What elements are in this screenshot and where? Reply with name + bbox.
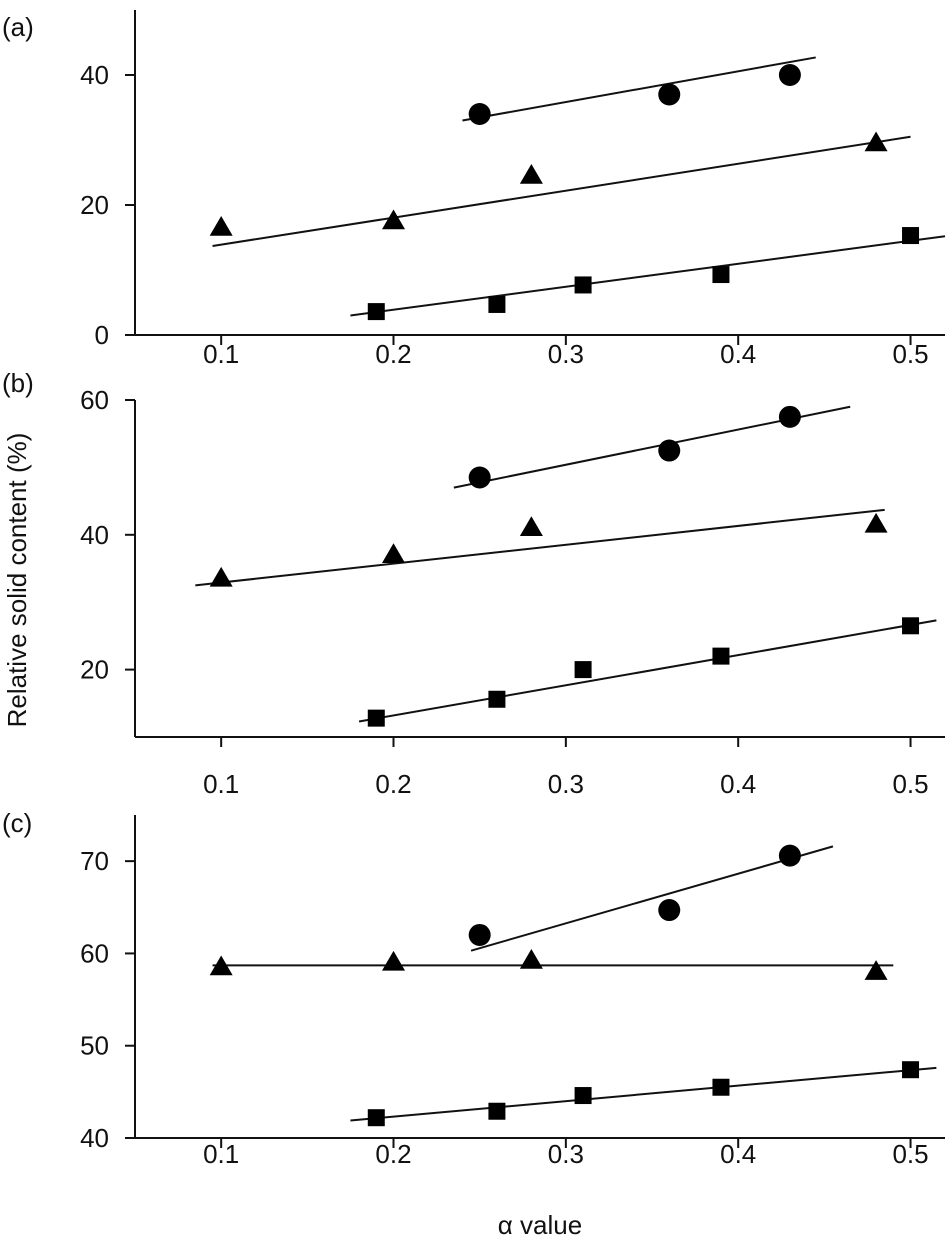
y-tick-label: 20 (80, 190, 109, 220)
y-tick-label: 50 (80, 1031, 109, 1061)
square-point (574, 276, 592, 294)
circle-point (778, 844, 801, 867)
circle-point (658, 899, 681, 922)
square-point (367, 303, 385, 321)
circle-point (658, 439, 681, 462)
square-point (902, 227, 920, 245)
x-tick-label: 0.4 (720, 1139, 756, 1169)
circle-point (468, 923, 491, 946)
square-fit-line (350, 235, 946, 317)
x-tick-label: 0.2 (375, 1139, 411, 1169)
x-tick-label: 0.4 (720, 769, 756, 799)
triangle-point (209, 215, 233, 236)
x-tick-label: 0.5 (892, 339, 928, 369)
triangle-point (519, 163, 543, 184)
circle-fit-line (470, 845, 834, 952)
y-tick-label: 60 (80, 385, 109, 415)
x-tick-label: 0.1 (203, 769, 239, 799)
triangle-point (864, 960, 888, 980)
square-point (488, 1102, 506, 1120)
y-tick-label: 0 (95, 320, 109, 350)
y-tick-label: 70 (80, 846, 109, 876)
panels: (a) 0 20 40 0.1 0.2 0.3 0.4 0.5 (b) 20 40 60 0.1 0.2 0.… (2, 10, 946, 1169)
circle-fit-line (462, 56, 816, 122)
triangle-point (382, 209, 406, 230)
triangle-fit-line (195, 508, 885, 587)
square-point (902, 617, 920, 635)
circle-point (468, 466, 491, 489)
square-point (574, 661, 592, 679)
x-tick-label: 0.1 (203, 1139, 239, 1169)
x-tick-label: 0.4 (720, 339, 756, 369)
circle-point (778, 405, 801, 428)
square-fit-line (350, 1066, 937, 1122)
square-fit-line (358, 619, 937, 723)
square-point (712, 266, 730, 284)
triangle-point (519, 949, 543, 969)
square-point (367, 709, 385, 727)
x-tick-label: 0.3 (548, 1139, 584, 1169)
triangle-point (382, 950, 406, 971)
triangle-fit-line (212, 135, 911, 247)
triangle-point (519, 516, 543, 537)
y-tick-label: 40 (80, 1123, 109, 1153)
panel-label: (c) (2, 808, 32, 838)
x-tick-label: 0.3 (548, 339, 584, 369)
chart-panel-b: (b) 20 40 60 0.1 0.2 0.3 0.4 0.5 (2, 368, 945, 799)
circle-point (468, 103, 491, 125)
square-point (574, 1087, 592, 1105)
square-point (488, 690, 506, 708)
circle-point (778, 64, 801, 86)
triangle-point (209, 566, 233, 587)
square-point (488, 295, 506, 313)
y-tick-label: 40 (80, 60, 109, 90)
x-axis-title: α value (498, 1210, 582, 1240)
panel-label: (a) (2, 12, 34, 42)
square-point (902, 1061, 920, 1079)
x-tick-label: 0.5 (892, 1139, 928, 1169)
triangle-point (209, 955, 233, 976)
circle-point (658, 83, 681, 106)
chart-panel-c: (c) 40 50 60 70 0.1 0.2 0.3 0.4 0.5 (2, 808, 945, 1169)
x-tick-label: 0.2 (375, 769, 411, 799)
triangle-point (864, 131, 888, 152)
y-tick-label: 40 (80, 520, 109, 550)
y-tick-label: 60 (80, 938, 109, 968)
square-point (712, 1078, 730, 1096)
y-axis-title: Relative solid content (%) (2, 433, 32, 728)
chart-panel-a: (a) 0 20 40 0.1 0.2 0.3 0.4 0.5 (2, 10, 946, 369)
x-tick-label: 0.1 (203, 339, 239, 369)
square-point (367, 1109, 385, 1127)
x-tick-label: 0.2 (375, 339, 411, 369)
panel-label: (b) (2, 368, 34, 398)
square-point (712, 647, 730, 665)
triangle-point (382, 543, 406, 563)
y-tick-label: 20 (80, 655, 109, 685)
triangle-point (864, 512, 888, 533)
x-tick-label: 0.5 (892, 769, 928, 799)
x-tick-label: 0.3 (548, 769, 584, 799)
